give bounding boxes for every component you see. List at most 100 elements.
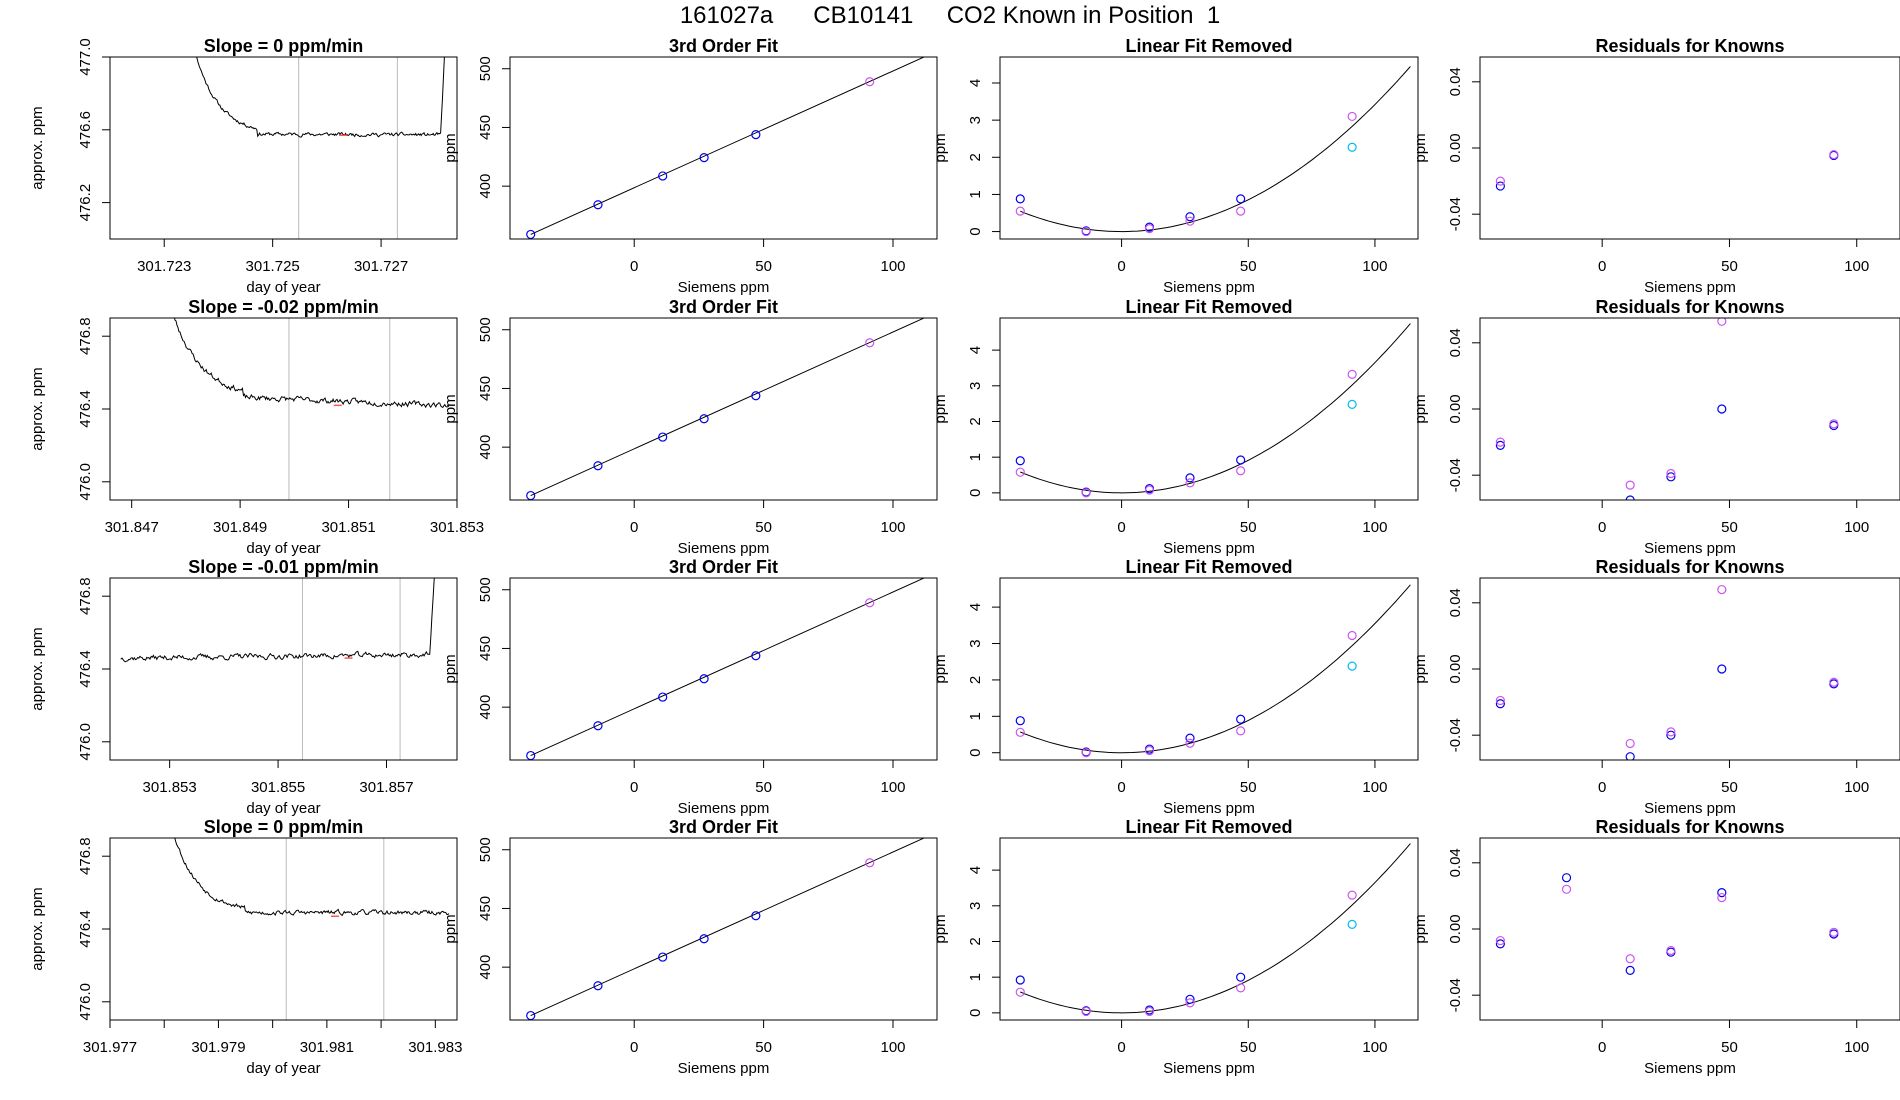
fit-point	[1495, 437, 1505, 447]
y-axis-label: approx. ppm	[29, 106, 46, 189]
fit-point	[1347, 111, 1357, 122]
known-point	[1495, 699, 1505, 709]
y-axis-label: ppm	[1412, 394, 1429, 423]
plot-frame	[109, 577, 458, 761]
y-axis-label: ppm	[442, 914, 459, 943]
x-tick-label: 100	[1362, 258, 1387, 275]
plot-area	[526, 318, 926, 500]
fit-point	[1015, 987, 1025, 997]
fit-point	[1185, 998, 1195, 1008]
y-tick-label: 450	[477, 636, 494, 661]
panel-linear-fit-removed-row-2: Linear Fit Removed Siemens ppm ppm 0 50 100 0 1…	[932, 297, 1419, 557]
x-tick-label: 50	[1721, 258, 1738, 275]
fit-point	[1495, 935, 1505, 946]
x-tick-label: 100	[1362, 779, 1387, 796]
fit-line	[530, 578, 926, 756]
plot-frame	[999, 837, 1419, 1021]
y-tick-label: 477.0	[77, 38, 94, 76]
x-tick-label: 100	[1844, 258, 1869, 275]
plot-area	[1495, 873, 1839, 975]
known-point	[1717, 404, 1727, 414]
y-tick-label: 400	[477, 955, 494, 980]
y-tick-label: 4	[967, 346, 984, 354]
fit-point	[865, 338, 875, 348]
y-tick-label: 1	[967, 190, 984, 198]
y-tick-label: 1	[967, 973, 984, 981]
y-tick-label: 0.00	[1447, 654, 1464, 683]
x-tick-label: 50	[1240, 1039, 1257, 1056]
time-series-trace	[174, 838, 450, 917]
y-tick-label: 0	[967, 489, 984, 497]
chart-title: Slope = -0.01 ppm/min	[188, 557, 379, 577]
fit-point	[1347, 630, 1357, 641]
x-tick-label: 301.725	[246, 258, 300, 275]
plot-frame	[999, 317, 1419, 501]
x-axis-label: Siemens ppm	[1644, 540, 1736, 557]
x-tick-label: 50	[1240, 258, 1257, 275]
fit-point	[1561, 884, 1572, 894]
y-axis-label: ppm	[442, 133, 459, 162]
y-tick-label: 2	[967, 937, 984, 945]
chart-title: Linear Fit Removed	[1125, 817, 1292, 837]
x-tick-label: 50	[755, 519, 772, 536]
known-point	[658, 432, 668, 442]
known-point	[1236, 714, 1246, 724]
known-point	[1495, 939, 1505, 949]
chart-title: Residuals for Knowns	[1595, 297, 1784, 317]
x-tick-label: 50	[1240, 519, 1257, 536]
plot-area	[120, 578, 435, 760]
x-tick-label: 50	[755, 1039, 772, 1056]
tank-point	[1347, 919, 1357, 929]
y-tick-label: 400	[477, 174, 494, 199]
plot-frame	[999, 56, 1419, 240]
panel-linear-fit-removed-row-4: Linear Fit Removed Siemens ppm ppm 0 50 100 0 1…	[932, 817, 1419, 1077]
fit-point	[1236, 983, 1246, 993]
known-point	[1185, 212, 1195, 222]
plot-frame	[109, 56, 458, 240]
fit-point	[1144, 745, 1155, 756]
fit-curve	[1020, 323, 1411, 494]
known-point	[1015, 456, 1025, 466]
fit-point	[1666, 468, 1676, 479]
fit-point	[1144, 485, 1155, 495]
fit-point	[1829, 677, 1839, 687]
known-point	[751, 911, 761, 921]
y-tick-label: 2	[967, 153, 984, 161]
fit-point	[1081, 1006, 1091, 1017]
panel-linear-fit-removed-row-3: Linear Fit Removed Siemens ppm ppm 0 50 100 0 1…	[932, 557, 1419, 817]
plot-area	[1015, 843, 1411, 1017]
y-axis-label: ppm	[1412, 914, 1429, 943]
chart-title: 3rd Order Fit	[669, 817, 778, 837]
x-tick-label: 100	[1844, 1039, 1869, 1056]
x-tick-label: 50	[755, 779, 772, 796]
x-tick-label: 0	[1117, 258, 1125, 275]
y-axis-label: approx. ppm	[29, 627, 46, 710]
known-point	[751, 391, 761, 401]
y-tick-label: 476.4	[77, 390, 94, 428]
x-axis-label: day of year	[246, 1060, 320, 1077]
plot-frame	[509, 577, 938, 761]
x-tick-label: 100	[1362, 519, 1387, 536]
known-point	[1495, 181, 1505, 191]
known-point	[1625, 965, 1635, 975]
y-tick-label: 0.04	[1447, 67, 1464, 96]
y-tick-label: 476.0	[77, 723, 94, 761]
y-tick-label: 0.04	[1447, 328, 1464, 357]
known-point	[1625, 752, 1635, 760]
fit-point	[1829, 927, 1839, 937]
x-tick-label: 301.855	[251, 779, 305, 796]
chart-title: Residuals for Knowns	[1595, 817, 1784, 837]
plot-frame	[109, 317, 458, 501]
y-tick-label: 3	[967, 116, 984, 124]
x-axis-label: Siemens ppm	[678, 800, 770, 817]
plot-area	[1495, 584, 1839, 760]
y-axis-label: ppm	[1412, 133, 1429, 162]
plot-area	[1495, 150, 1839, 191]
known-point	[1015, 194, 1025, 204]
x-tick-label: 0	[630, 1039, 638, 1056]
panel-residuals-row-4: Residuals for Knowns Siemens ppm ppm 0 50 100…	[1412, 817, 1900, 1077]
x-tick-label: 0	[630, 258, 638, 275]
page-title: 161027a CB10141 CO2 Known in Position 1	[679, 2, 1221, 29]
fit-point	[1495, 695, 1505, 706]
